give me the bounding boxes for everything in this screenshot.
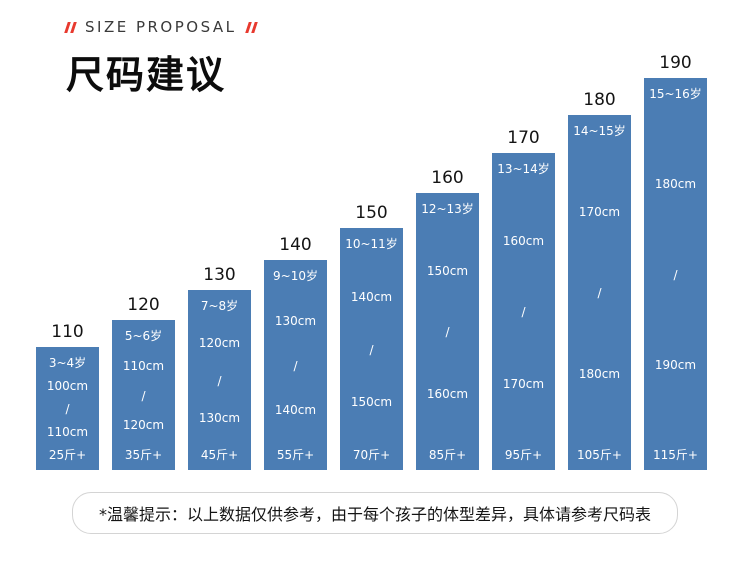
size-bar: 12~13岁 150cm / 160cm 85斤+ <box>416 193 479 470</box>
size-label: 190 <box>659 53 692 73</box>
bar-divider: / <box>217 373 222 388</box>
size-label: 170 <box>507 128 540 148</box>
bar-height-from: 160cm <box>502 233 545 248</box>
bar-height-from: 150cm <box>426 263 469 278</box>
bar-age: 5~6岁 <box>124 329 163 343</box>
page-title: 尺码建议 <box>66 53 227 97</box>
bar-group: 170 13~14岁 160cm / 170cm 95斤+ <box>492 128 555 470</box>
size-label: 120 <box>127 295 160 315</box>
bar-height-to: 120cm <box>122 418 165 433</box>
bar-group: 140 9~10岁 130cm / 140cm 55斤+ <box>264 235 327 470</box>
bar-height-from: 120cm <box>198 336 241 351</box>
bar-divider: / <box>65 402 70 416</box>
size-label: 150 <box>355 203 388 223</box>
size-bar: 15~16岁 180cm / 190cm 115斤+ <box>644 78 707 470</box>
bar-weight: 35斤+ <box>124 448 163 462</box>
bar-divider: / <box>521 305 526 319</box>
bar-group: 120 5~6岁 110cm / 120cm 35斤+ <box>112 295 175 470</box>
header: SIZE PROPOSAL 尺码建议 <box>64 18 258 99</box>
size-bar: 13~14岁 160cm / 170cm 95斤+ <box>492 153 555 470</box>
bar-height-to: 150cm <box>350 395 393 410</box>
eyebrow-text: SIZE PROPOSAL <box>85 18 237 36</box>
size-bar: 14~15岁 170cm / 180cm 105斤+ <box>568 115 631 470</box>
bar-weight: 115斤+ <box>653 448 698 462</box>
bar-age: 9~10岁 <box>273 269 318 283</box>
size-bar: 10~11岁 140cm / 150cm 70斤+ <box>340 228 403 470</box>
bar-height-to: 160cm <box>426 386 469 401</box>
bar-height-from: 100cm <box>46 379 89 393</box>
red-tick-icon <box>64 21 77 33</box>
size-bar: 9~10岁 130cm / 140cm 55斤+ <box>264 260 327 470</box>
bar-divider: / <box>597 286 602 300</box>
bar-height-to: 140cm <box>274 403 317 418</box>
bar-group: 110 3~4岁 100cm / 110cm 25斤+ <box>36 322 99 470</box>
size-bar: 5~6岁 110cm / 120cm 35斤+ <box>112 320 175 470</box>
bar-divider: / <box>369 342 374 357</box>
bar-divider: / <box>445 325 450 339</box>
bar-age: 15~16岁 <box>649 87 702 101</box>
bar-age: 3~4岁 <box>48 356 87 370</box>
bar-height-from: 110cm <box>122 358 165 373</box>
bar-weight: 105斤+ <box>577 448 622 462</box>
bar-weight: 55斤+ <box>276 448 315 462</box>
bar-divider: / <box>141 388 146 403</box>
bar-divider: / <box>673 267 678 282</box>
size-label: 160 <box>431 168 464 188</box>
bar-age: 10~11岁 <box>345 237 398 251</box>
size-label: 110 <box>51 322 84 342</box>
size-bar: 3~4岁 100cm / 110cm 25斤+ <box>36 347 99 470</box>
bar-height-from: 130cm <box>274 313 317 328</box>
bar-height-from: 140cm <box>350 289 393 304</box>
bar-weight: 95斤+ <box>504 448 543 462</box>
bar-group: 180 14~15岁 170cm / 180cm 105斤+ <box>568 90 631 470</box>
bar-height-from: 180cm <box>654 177 697 192</box>
bar-group: 160 12~13岁 150cm / 160cm 85斤+ <box>416 168 479 470</box>
bar-age: 13~14岁 <box>497 162 550 176</box>
bar-height-to: 170cm <box>502 376 545 391</box>
footer-note: *温馨提示：以上数据仅供参考，由于每个孩子的体型差异，具体请参考尺码表 <box>71 492 679 534</box>
size-bar: 7~8岁 120cm / 130cm 45斤+ <box>188 290 251 470</box>
size-label: 130 <box>203 265 236 285</box>
bar-group: 130 7~8岁 120cm / 130cm 45斤+ <box>188 265 251 470</box>
bar-age: 12~13岁 <box>421 202 474 216</box>
bar-height-to: 190cm <box>654 357 697 372</box>
bar-weight: 85斤+ <box>428 448 467 462</box>
red-tick-icon <box>244 21 258 33</box>
bar-group: 190 15~16岁 180cm / 190cm 115斤+ <box>644 53 707 470</box>
bar-height-to: 180cm <box>578 367 621 381</box>
bar-weight: 45斤+ <box>200 448 239 462</box>
bar-chart: 110 3~4岁 100cm / 110cm 25斤+ 120 5~6岁 110… <box>36 53 707 470</box>
size-label: 140 <box>279 235 312 255</box>
eyebrow-row: SIZE PROPOSAL <box>64 18 258 36</box>
bar-height-to: 110cm <box>46 425 89 439</box>
bar-height-to: 130cm <box>198 410 241 425</box>
bar-weight: 70斤+ <box>352 448 391 462</box>
bar-group: 150 10~11岁 140cm / 150cm 70斤+ <box>340 203 403 470</box>
size-label: 180 <box>583 90 616 110</box>
bar-divider: / <box>293 358 298 373</box>
bar-age: 14~15岁 <box>573 124 626 138</box>
bar-age: 7~8岁 <box>200 299 239 313</box>
bar-height-from: 170cm <box>578 205 621 219</box>
bar-weight: 25斤+ <box>48 448 87 462</box>
